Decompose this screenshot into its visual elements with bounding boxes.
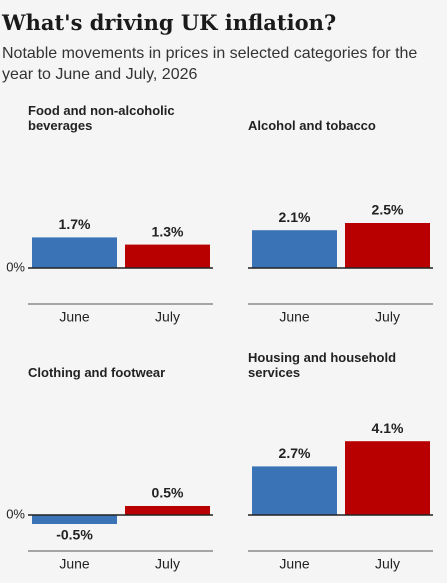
x-tick-label: June <box>59 309 90 325</box>
bar <box>252 230 337 268</box>
panel-title: Clothing and footwear <box>28 365 166 380</box>
x-tick-label: July <box>375 556 400 572</box>
x-tick-label: June <box>279 309 310 325</box>
chart-title: What's driving UK inflation? <box>2 10 337 35</box>
bar <box>32 515 117 524</box>
bar <box>125 244 210 268</box>
bar <box>252 466 337 515</box>
value-label: 1.3% <box>152 223 184 239</box>
y-tick-label: 0% <box>6 506 25 521</box>
value-label: 2.1% <box>279 209 311 225</box>
bar <box>345 441 430 515</box>
value-label: 2.5% <box>372 202 404 218</box>
bar <box>345 223 430 268</box>
value-label: 4.1% <box>372 420 404 436</box>
value-label: -0.5% <box>56 527 93 543</box>
chart-subtitle: Notable movements in prices in selected … <box>2 45 418 83</box>
x-tick-label: July <box>155 556 180 572</box>
bar <box>32 237 117 268</box>
y-tick-label: 0% <box>6 259 25 274</box>
value-label: 0.5% <box>152 485 184 501</box>
panel-title: Housing and household services <box>248 350 397 380</box>
value-label: 1.7% <box>59 216 91 232</box>
bar <box>125 506 210 515</box>
panel-title: Alcohol and tobacco <box>248 118 376 133</box>
value-label: 2.7% <box>279 445 311 461</box>
panel-title: Food and non-alcoholic beverages <box>28 103 175 133</box>
x-tick-label: July <box>375 309 400 325</box>
x-tick-label: July <box>155 309 180 325</box>
x-tick-label: June <box>59 556 90 572</box>
x-tick-label: June <box>279 556 310 572</box>
